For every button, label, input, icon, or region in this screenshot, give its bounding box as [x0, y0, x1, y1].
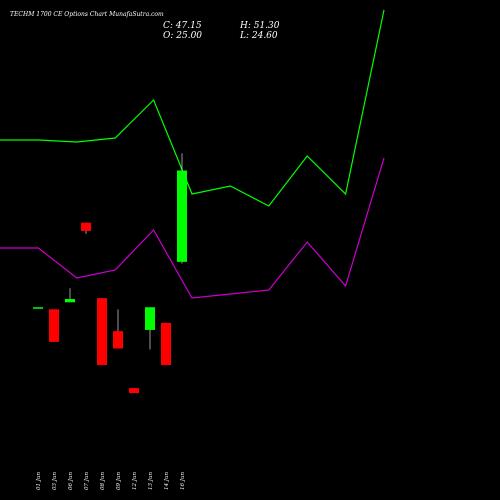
- candle-body: [145, 307, 155, 330]
- candle-body: [161, 322, 171, 365]
- indicator-lines: [0, 9, 385, 299]
- lower-line: [0, 157, 385, 299]
- x-tick-label: 06 Jun: [68, 472, 74, 490]
- candle-body: [81, 222, 91, 231]
- candle-body: [97, 298, 107, 365]
- candle-body: [113, 331, 123, 349]
- x-tick-label: 13 Jun: [148, 472, 154, 490]
- x-tick-label: 03 Jun: [52, 472, 58, 490]
- x-tick-label: 07 Jun: [84, 472, 90, 490]
- close-value: C: 47.15: [163, 21, 202, 31]
- candle-body: [33, 307, 43, 309]
- x-tick-label: 12 Jun: [132, 472, 138, 490]
- chart-title: TECHM 1700 CE Options Chart MunafaSutra.…: [10, 11, 164, 18]
- high-value: H: 51.30: [239, 21, 280, 31]
- x-tick-label: 16 Jun: [180, 472, 186, 490]
- candle-body: [177, 170, 187, 262]
- x-tick-label: 14 Jun: [164, 472, 170, 490]
- candle-body: [129, 388, 139, 394]
- low-value: L: 24.60: [239, 31, 278, 41]
- x-tick-label: 09 Jun: [116, 472, 122, 490]
- candle-body: [49, 309, 59, 342]
- candle-body: [65, 299, 75, 303]
- upper-line: [0, 9, 385, 207]
- x-tick-label: 01 Jun: [36, 472, 42, 490]
- open-value: O: 25.00: [163, 31, 202, 41]
- candles: [33, 153, 187, 394]
- x-tick-label: 08 Jun: [100, 472, 106, 490]
- x-axis-labels: 01 Jun 03 Jun 06 Jun 07 Jun 08 Jun 09 Jun 12 J…: [36, 472, 186, 490]
